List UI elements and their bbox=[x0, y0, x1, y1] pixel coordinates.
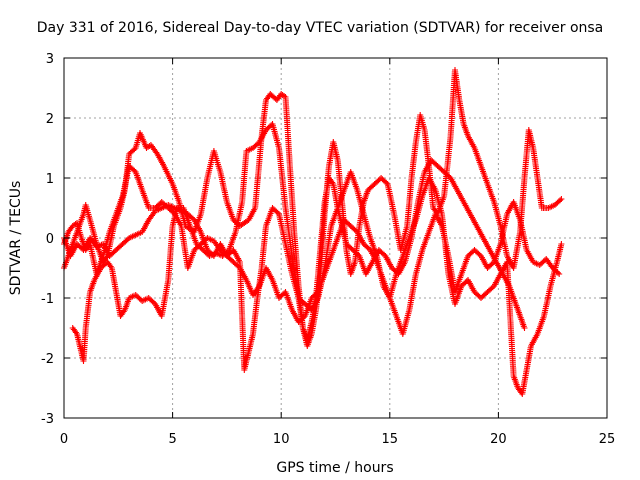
y-tick-label: -2 bbox=[41, 352, 54, 367]
x-axis-label: GPS time / hours bbox=[276, 460, 393, 476]
y-tick-label: 1 bbox=[46, 172, 54, 187]
y-axis-label: SDTVAR / TECUs bbox=[8, 181, 24, 296]
series-trace-3 bbox=[69, 121, 528, 364]
gridlines bbox=[64, 58, 607, 418]
series-trace-4 bbox=[61, 163, 565, 397]
y-tick-label: -3 bbox=[41, 412, 54, 427]
y-tick-label: 3 bbox=[46, 52, 54, 67]
y-tick-label: 2 bbox=[46, 112, 54, 127]
x-tick-label: 20 bbox=[490, 432, 507, 447]
data-points bbox=[61, 67, 565, 397]
chart-title: Day 331 of 2016, Sidereal Day-to-day VTE… bbox=[37, 20, 604, 36]
axis-ticks: 0 5 10 15 20 25 -3 -2 -1 0 1 2 3 bbox=[41, 52, 615, 447]
x-tick-label: 5 bbox=[168, 432, 176, 447]
x-tick-label: 15 bbox=[382, 432, 399, 447]
y-tick-label: 0 bbox=[46, 232, 54, 247]
x-tick-label: 10 bbox=[273, 432, 290, 447]
x-tick-label: 25 bbox=[599, 432, 616, 447]
y-tick-label: -1 bbox=[41, 292, 54, 307]
x-tick-label: 0 bbox=[60, 432, 68, 447]
